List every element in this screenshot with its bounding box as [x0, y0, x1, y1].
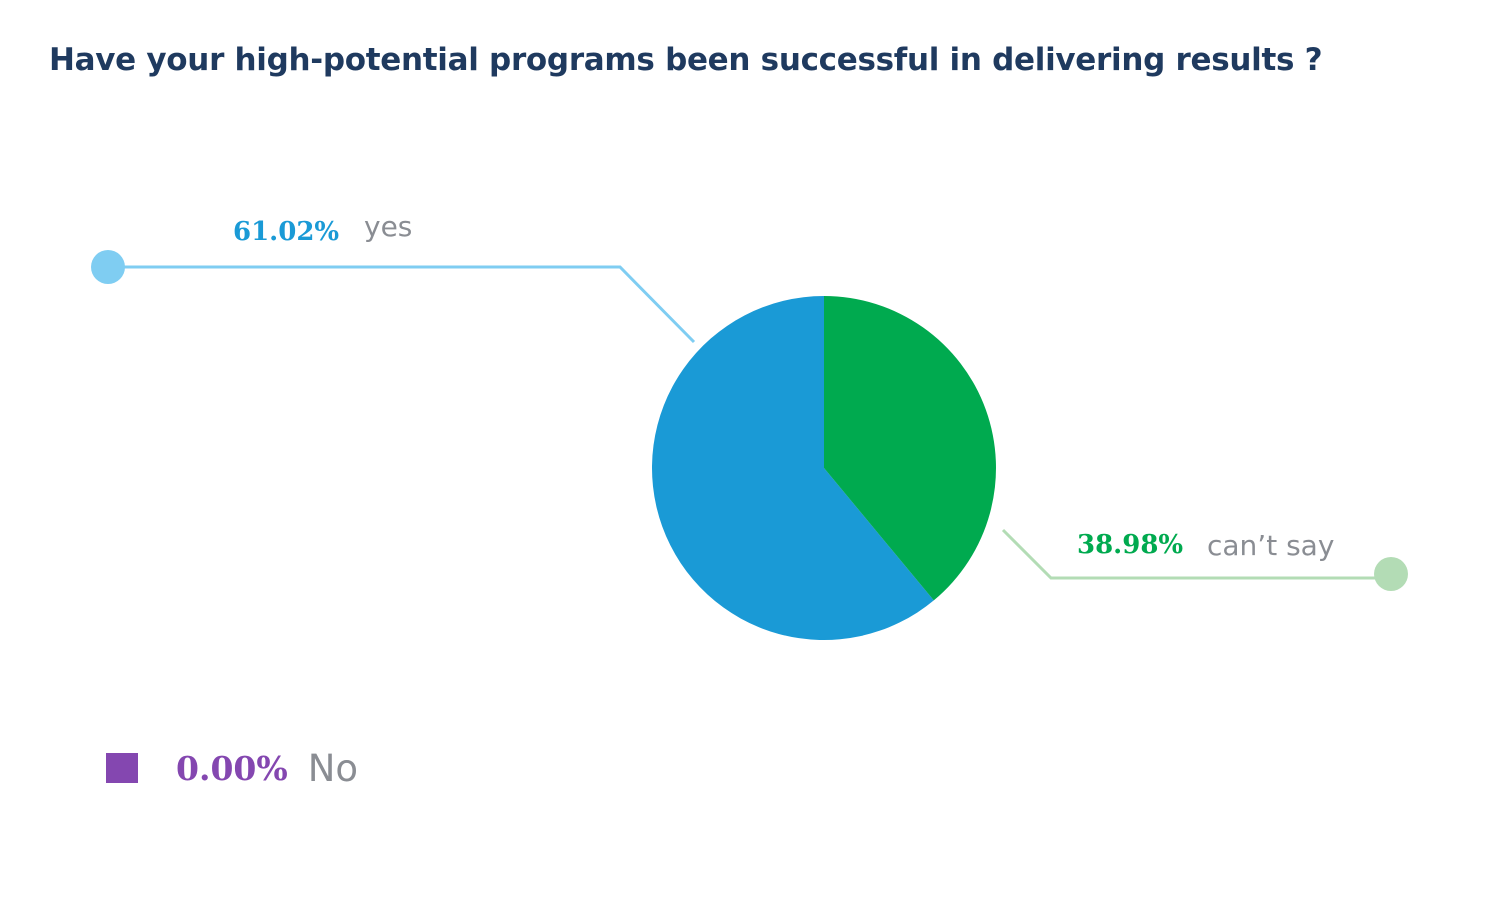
data-label-yes-name: yes [364, 210, 412, 243]
chart-title: Have your high-potential programs been s… [49, 42, 1323, 78]
callout-yes: 61.02% yes [91, 210, 696, 344]
leader-dot-yes [91, 250, 125, 284]
legend-percent-no: 0.00% [176, 748, 288, 788]
legend-swatch-no [106, 753, 138, 783]
pie-slices [651, 295, 996, 640]
data-label-yes-percent: 61.02% [233, 217, 339, 247]
legend-item-no: 0.00% No [106, 746, 359, 790]
leader-line-yes [108, 265, 696, 344]
leader-dot-cant-say [1374, 557, 1408, 591]
legend-label-no: No [307, 746, 359, 790]
leader-line-cant-say [1001, 528, 1391, 580]
pie-slice-yes [651, 295, 934, 640]
data-label-cant-say-name: can’t say [1207, 529, 1334, 562]
data-label-cant-say-percent: 38.98% [1077, 530, 1183, 560]
pie-slice-cant-say [824, 296, 996, 601]
callout-cant-say: 38.98% can’t say [1001, 528, 1408, 591]
